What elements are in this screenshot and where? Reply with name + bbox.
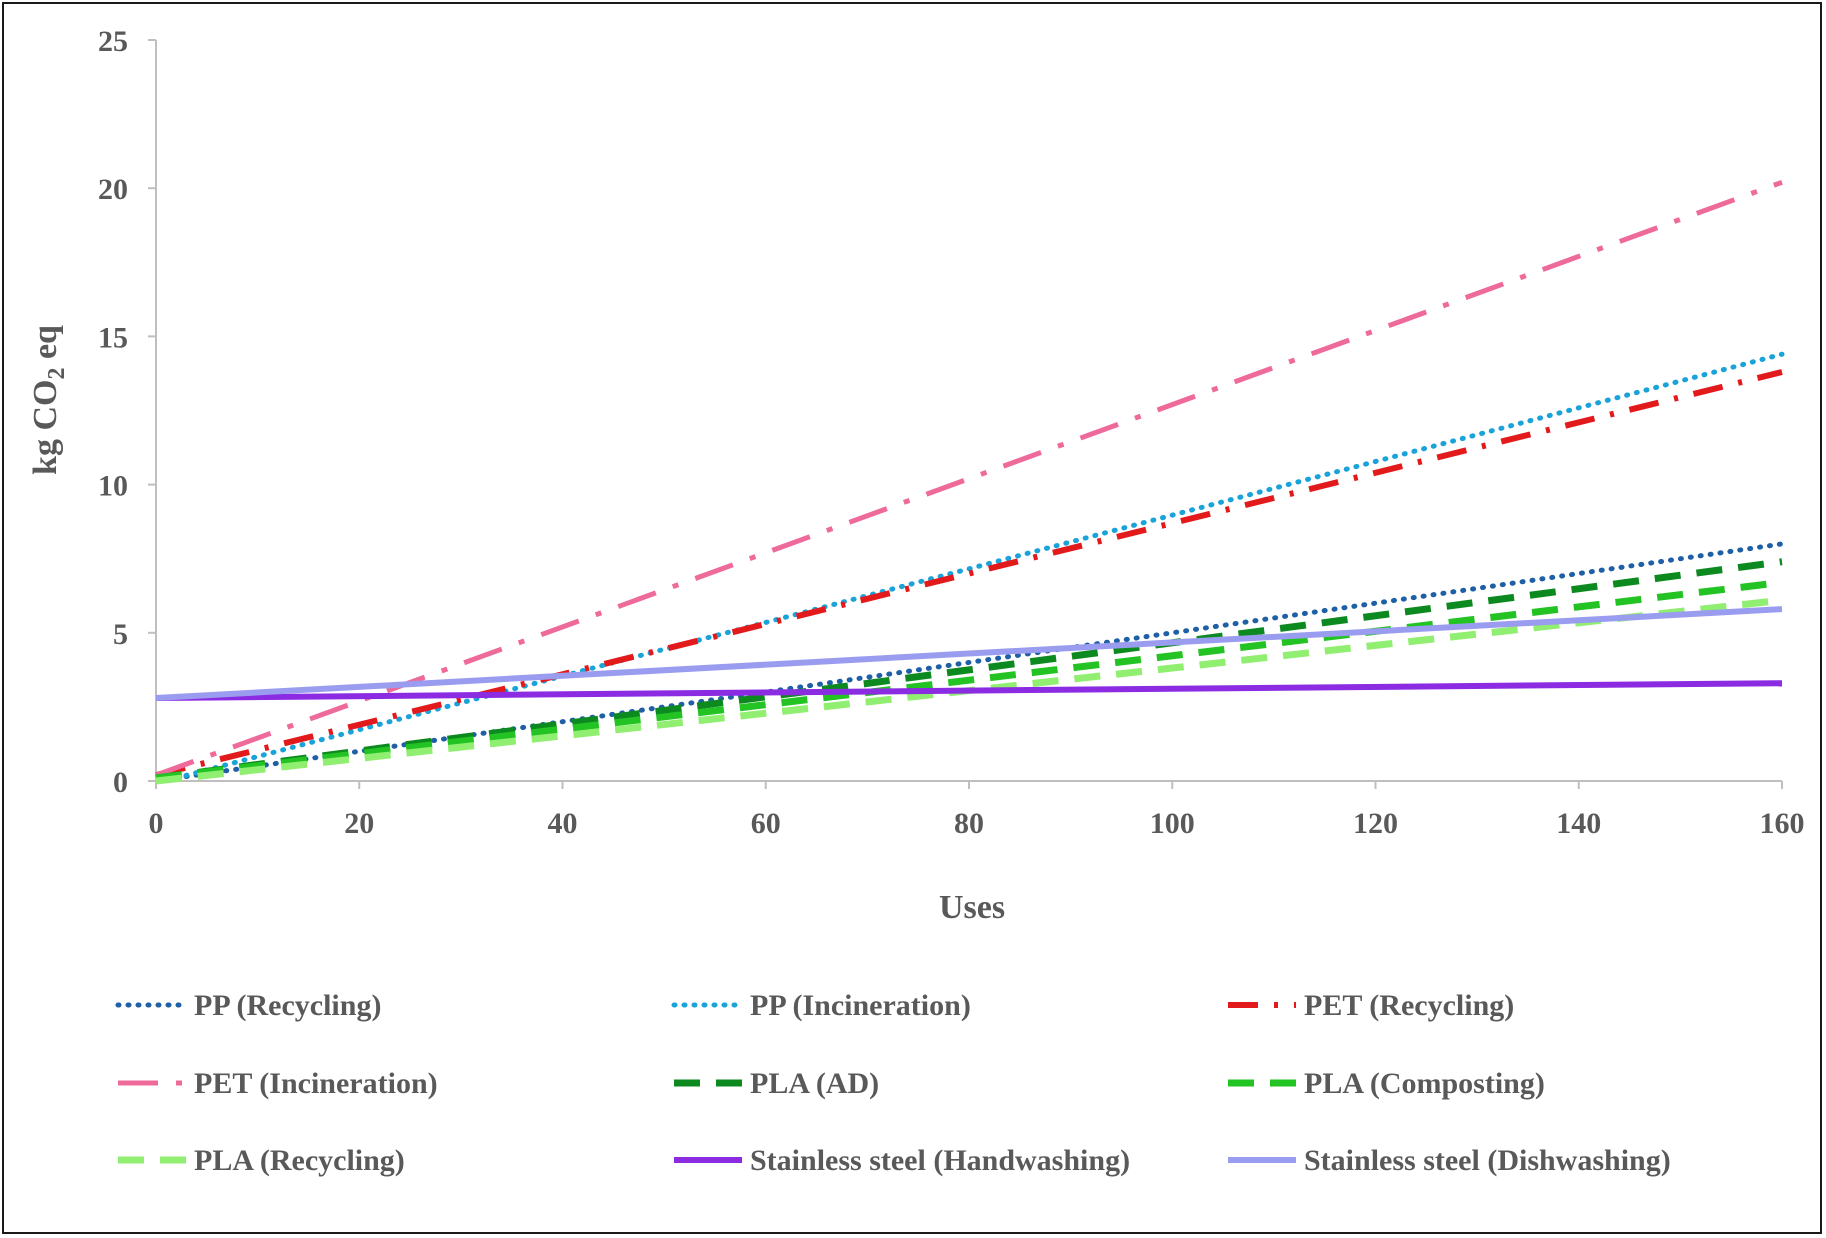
y-tick-label: 15 bbox=[98, 321, 128, 354]
y-tick-label: 25 bbox=[98, 25, 128, 58]
legend: PP (Recycling) PP (Incineration) PET (Recy… bbox=[115, 989, 1671, 1177]
y-tick-label: 0 bbox=[113, 766, 128, 799]
x-tick-label: 60 bbox=[751, 807, 781, 840]
legend-label: PET (Incineration) bbox=[194, 1067, 438, 1100]
y-axis-title: kg CO2 eq bbox=[27, 325, 70, 475]
series-line bbox=[173, 541, 1785, 781]
series-line bbox=[155, 369, 1783, 779]
x-tick-label: 80 bbox=[954, 807, 984, 840]
series-line bbox=[155, 680, 1783, 701]
y-tick-label: 5 bbox=[113, 618, 128, 651]
series-line bbox=[155, 606, 1783, 701]
x-tick-label: 20 bbox=[344, 807, 374, 840]
legend-label: Stainless steel (Dishwashing) bbox=[1304, 1144, 1671, 1177]
x-tick-label: 0 bbox=[149, 807, 164, 840]
legend-label: PP (Recycling) bbox=[194, 989, 381, 1022]
y-axis-title-subscript: 2 bbox=[44, 368, 70, 380]
series-line bbox=[173, 351, 1785, 781]
legend-label: PLA (AD) bbox=[750, 1067, 879, 1100]
legend-label: PET (Recycling) bbox=[1304, 989, 1514, 1022]
legend-label: PLA (Composting) bbox=[1304, 1067, 1545, 1100]
legend-label: PP (Incineration) bbox=[750, 989, 971, 1022]
series-line bbox=[155, 558, 1783, 782]
legend-label: Stainless steel (Handwashing) bbox=[750, 1144, 1130, 1177]
series-line bbox=[155, 578, 1783, 782]
x-tick-label: 100 bbox=[1150, 807, 1195, 840]
x-tick-label: 120 bbox=[1353, 807, 1398, 840]
x-tick-label: 40 bbox=[548, 807, 578, 840]
y-tick-label: 10 bbox=[98, 470, 128, 503]
y-tick-label: 20 bbox=[98, 173, 128, 206]
legend-label: PLA (Recycling) bbox=[194, 1144, 405, 1177]
axes: 0 5 10 15 20 25 0 20 40 60 80 100 120 140 160 bbox=[98, 25, 1805, 840]
x-axis-title: Uses bbox=[939, 889, 1005, 926]
x-tick-label: 160 bbox=[1760, 807, 1805, 840]
y-axis-title-main: kg CO bbox=[27, 380, 64, 475]
y-axis-title-suffix: eq bbox=[27, 325, 64, 368]
x-tick-label: 140 bbox=[1556, 807, 1601, 840]
series-layer bbox=[155, 179, 1785, 785]
